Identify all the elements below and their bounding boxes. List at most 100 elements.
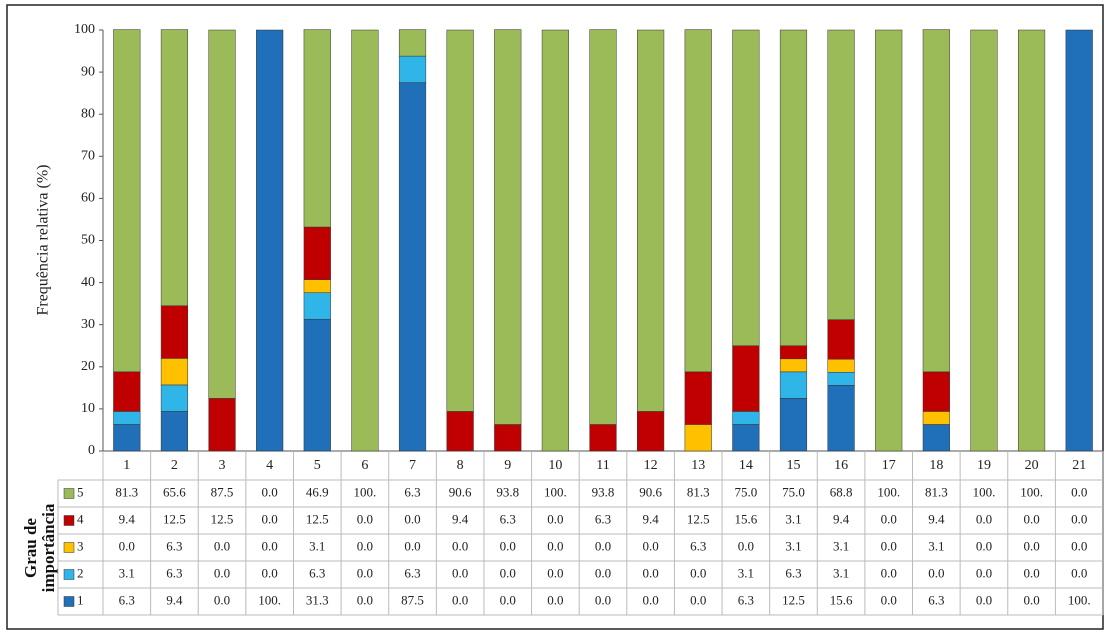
table-value: 81.3 xyxy=(115,484,138,499)
table-value: 0.0 xyxy=(642,538,658,553)
bar-segment xyxy=(398,29,427,57)
table-value: 0.0 xyxy=(214,565,230,580)
table-value: 0.0 xyxy=(976,538,992,553)
x-tick-label: 7 xyxy=(409,458,416,473)
table-value: 93.8 xyxy=(496,484,519,499)
legend-label: 1 xyxy=(77,592,84,607)
table-value: 0.0 xyxy=(500,565,516,580)
table-value: 90.6 xyxy=(639,484,662,499)
bar-segment xyxy=(922,411,950,425)
x-tick-label: 4 xyxy=(266,458,273,473)
table-value: 0.0 xyxy=(262,511,278,526)
table-value: 0.0 xyxy=(595,565,611,580)
x-tick-label: 20 xyxy=(1025,458,1039,473)
table-value: 3.1 xyxy=(309,538,325,553)
table-value: 0.0 xyxy=(881,511,897,526)
bar-segment xyxy=(589,424,617,452)
table-value: 0.0 xyxy=(1023,565,1039,580)
table-value: 6.3 xyxy=(166,538,182,553)
table-value: 9.4 xyxy=(166,592,183,607)
bar-segment xyxy=(875,29,903,452)
table-value: 0.0 xyxy=(262,538,278,553)
y-tick-label: 100 xyxy=(74,22,95,37)
table-value: 0.0 xyxy=(357,565,373,580)
bar-segment xyxy=(113,371,141,412)
table-value: 90.6 xyxy=(449,484,472,499)
table-value: 6.3 xyxy=(500,511,516,526)
table-value: 0.0 xyxy=(262,484,278,499)
bar-segment xyxy=(779,345,808,360)
table-value: 0.0 xyxy=(357,538,373,553)
y-tick-label: 90 xyxy=(81,64,95,79)
table-value: 9.4 xyxy=(642,511,659,526)
bar-segment xyxy=(160,384,189,412)
bar-segment xyxy=(113,424,141,452)
table-value: 0.0 xyxy=(690,592,706,607)
table-value: 6.3 xyxy=(119,592,135,607)
table-value: 0.0 xyxy=(500,592,516,607)
x-tick-label: 17 xyxy=(882,458,896,473)
table-value: 0.0 xyxy=(928,565,944,580)
x-tick-label: 3 xyxy=(219,458,226,473)
table-value: 3.1 xyxy=(785,511,801,526)
table-value: 12.5 xyxy=(306,511,329,526)
table-value: 100. xyxy=(1068,592,1091,607)
bar-segment xyxy=(494,424,522,452)
bar-segment xyxy=(827,358,855,373)
bar-segment xyxy=(732,29,760,346)
y-tick-label: 40 xyxy=(81,275,95,290)
table-value: 0.0 xyxy=(1071,484,1087,499)
bar-segment xyxy=(827,372,855,386)
bar-segment xyxy=(1065,29,1093,452)
table-value: 0.0 xyxy=(357,511,373,526)
x-tick-label: 19 xyxy=(977,458,991,473)
legend-swatch xyxy=(63,488,75,499)
legend-swatch xyxy=(63,515,75,526)
y-tick-label: 60 xyxy=(81,191,95,206)
bar-segment xyxy=(922,371,950,412)
bar-segment xyxy=(256,29,284,452)
x-tick-label: 6 xyxy=(361,458,368,473)
table-value: 75.0 xyxy=(734,484,757,499)
bar-segment xyxy=(732,424,760,452)
table-value: 100. xyxy=(1020,484,1043,499)
x-tick-label: 21 xyxy=(1072,458,1086,473)
table-value: 0.0 xyxy=(547,511,563,526)
table-value: 3.1 xyxy=(833,538,849,553)
table-value: 6.3 xyxy=(738,592,754,607)
table-value: 0.0 xyxy=(119,538,135,553)
table-value: 15.6 xyxy=(830,592,853,607)
x-tick-label: 10 xyxy=(548,458,562,473)
x-tick-label: 13 xyxy=(691,458,705,473)
bar-segment xyxy=(827,385,855,452)
table-value: 0.0 xyxy=(452,592,468,607)
table-value: 0.0 xyxy=(214,592,230,607)
x-tick-label: 11 xyxy=(596,458,609,473)
bar-segment xyxy=(779,29,808,346)
table-value: 75.0 xyxy=(782,484,805,499)
bar-segment xyxy=(589,29,617,425)
x-tick-label: 16 xyxy=(834,458,848,473)
legend-label: 2 xyxy=(77,565,84,580)
table-value: 0.0 xyxy=(690,565,706,580)
bar-segment xyxy=(684,424,712,452)
table-value: 3.1 xyxy=(119,565,135,580)
y-tick-label: 10 xyxy=(81,401,95,416)
bar-segment xyxy=(779,371,808,399)
y-tick-label: 30 xyxy=(81,317,95,332)
y-tick-label: 0 xyxy=(88,443,95,458)
bar-segment xyxy=(160,305,189,359)
table-value: 0.0 xyxy=(547,565,563,580)
bar-segment xyxy=(446,29,474,412)
table-value: 0.0 xyxy=(262,565,278,580)
x-tick-label: 12 xyxy=(644,458,658,473)
table-value: 3.1 xyxy=(738,565,754,580)
table-value: 3.1 xyxy=(928,538,944,553)
table-value: 9.4 xyxy=(119,511,136,526)
x-tick-label: 5 xyxy=(314,458,321,473)
table-value: 6.3 xyxy=(785,565,801,580)
table-value: 81.3 xyxy=(687,484,710,499)
legend-label: 3 xyxy=(77,538,84,553)
y-axis-label: Frequência relativa (%) xyxy=(35,164,52,315)
table-value: 31.3 xyxy=(306,592,329,607)
